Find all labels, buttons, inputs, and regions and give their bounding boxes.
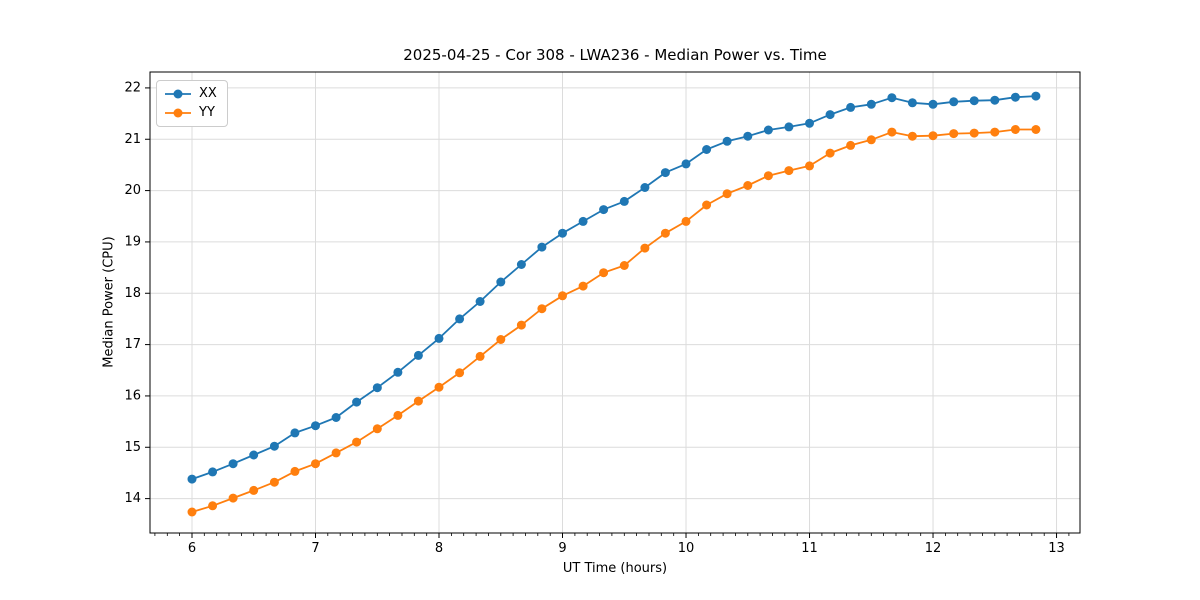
legend-item-xx: XX [164, 86, 217, 102]
grid [150, 72, 1080, 533]
x-axis-ticks: 6 7 8 9 10 11 12 13 [154, 533, 1070, 556]
y-tick-label: 17 [124, 337, 141, 352]
y-tick-label: 14 [124, 491, 141, 506]
x-tick-label: 13 [1048, 541, 1065, 556]
series-yy-markers [187, 125, 1041, 517]
x-tick-label: 10 [678, 541, 695, 556]
series-yy-line [191, 128, 1036, 513]
series-xx-line [191, 95, 1036, 480]
y-tick-label: 16 [124, 388, 141, 403]
legend: XX YY [156, 80, 228, 127]
x-tick-label: 9 [558, 541, 566, 556]
series-xx [187, 91, 1041, 484]
y-tick-label: 21 [124, 132, 141, 147]
y-axis-label: Median Power (CPU) [101, 236, 117, 368]
y-tick-label: 15 [124, 440, 141, 455]
legend-swatch-yy-icon [165, 108, 191, 118]
x-tick-label: 12 [925, 541, 942, 556]
x-tick-label: 11 [801, 541, 818, 556]
y-tick-label: 18 [124, 286, 141, 301]
legend-label-yy: YY [199, 105, 215, 120]
x-tick-label: 7 [311, 541, 319, 556]
x-tick-label: 6 [188, 541, 196, 556]
series-xx-markers [187, 91, 1041, 484]
y-tick-label: 19 [124, 234, 141, 249]
chart-title: 2025-04-25 - Cor 308 - LWA236 - Median P… [403, 46, 827, 64]
legend-swatch-xx-icon [165, 89, 191, 99]
y-tick-label: 20 [124, 183, 141, 198]
x-axis-label: UT Time (hours) [562, 561, 668, 576]
legend-item-yy: YY [164, 105, 217, 121]
series-yy [187, 125, 1041, 517]
y-axis-ticks: 14 15 16 17 18 19 20 21 22 [124, 80, 150, 506]
legend-label-xx: XX [199, 86, 217, 101]
axes-spines [149, 71, 1081, 534]
y-tick-label: 22 [124, 80, 141, 95]
x-tick-label: 8 [435, 541, 443, 556]
